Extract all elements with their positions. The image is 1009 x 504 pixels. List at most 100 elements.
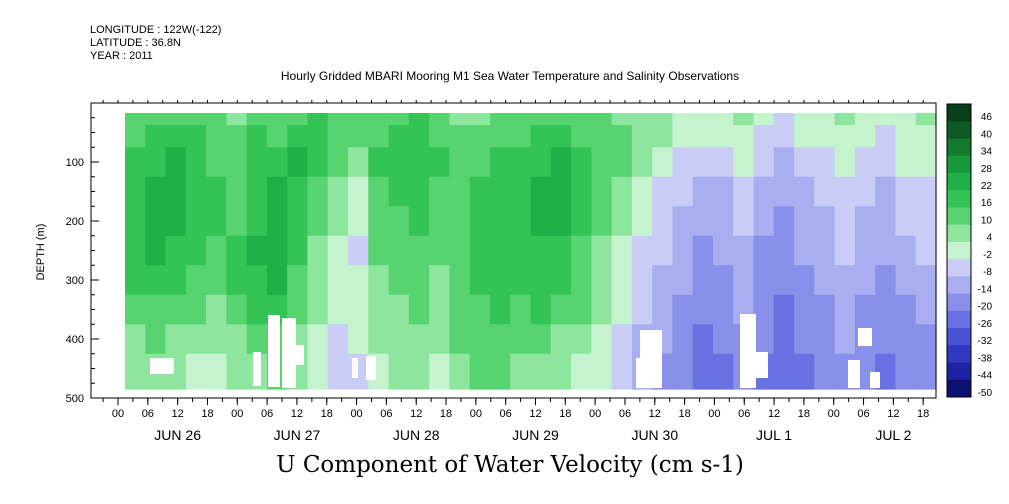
heatmap-cell <box>469 294 491 325</box>
heatmap-cell <box>348 265 369 296</box>
heatmap-cell <box>854 125 876 148</box>
heatmap-cell <box>408 294 430 325</box>
missing-data-patch <box>756 352 768 378</box>
heatmap-cell <box>307 353 329 390</box>
heatmap-cell <box>125 353 146 390</box>
heatmap-cell <box>125 206 146 237</box>
heatmap-cell <box>165 235 187 266</box>
heatmap-cell <box>368 125 390 148</box>
heatmap-cell <box>814 125 836 148</box>
heatmap-cell <box>591 353 613 390</box>
latitude-label: LATITUDE : 36.8N <box>90 37 181 49</box>
heatmap-cell <box>915 235 937 266</box>
heatmap-cell <box>875 147 897 178</box>
heatmap-cell <box>652 176 674 207</box>
heatmap-cell <box>875 235 897 266</box>
colorbar-label: -20 <box>978 302 993 313</box>
heatmap-cell <box>692 125 714 148</box>
heatmap-cell <box>875 294 897 325</box>
heatmap-cell <box>611 265 633 296</box>
heatmap-cell <box>591 265 613 296</box>
heatmap-cell <box>915 324 937 355</box>
heatmap-cell <box>895 113 917 126</box>
heatmap-cell <box>652 147 674 178</box>
heatmap-cell <box>773 265 795 296</box>
heatmap-cell <box>206 147 227 178</box>
colorbar-swatch <box>947 328 971 346</box>
heatmap-cell <box>692 176 714 207</box>
heatmap-cell <box>753 125 775 148</box>
x-tick-label: 00 <box>350 408 362 420</box>
heatmap-cell <box>489 353 511 390</box>
heatmap-cell <box>875 353 897 390</box>
heatmap-cell <box>388 235 410 266</box>
heatmap-cell <box>489 147 511 178</box>
heatmap-cell <box>246 176 268 207</box>
heatmap-cell <box>712 324 734 355</box>
heatmap-cell <box>712 147 734 178</box>
missing-data-patch <box>296 345 304 365</box>
heatmap-cell <box>368 235 390 266</box>
heatmap-cell <box>550 294 572 325</box>
heatmap-cell <box>571 147 592 178</box>
heatmap-cell <box>408 206 430 237</box>
heatmap-cell <box>327 235 349 266</box>
heatmap-cell <box>246 206 268 237</box>
heatmap-cell <box>368 206 390 237</box>
heatmap-cell <box>915 294 937 325</box>
heatmap-cell <box>185 235 207 266</box>
heatmap-cell <box>510 125 532 148</box>
heatmap-cell <box>814 294 836 325</box>
colorbar-swatch <box>947 345 971 363</box>
x-tick-label: 06 <box>380 408 392 420</box>
heatmap-cell <box>875 125 897 148</box>
heatmap-cell <box>773 125 795 148</box>
heatmap-cell <box>510 324 532 355</box>
heatmap-cell <box>287 113 309 126</box>
colorbar-label: -14 <box>978 284 993 295</box>
heatmap-cell <box>206 176 227 207</box>
colorbar-swatch <box>947 259 971 277</box>
heatmap-cell <box>165 324 187 355</box>
heatmap-cell <box>915 125 937 148</box>
y-tick-label: 200 <box>66 216 84 228</box>
heatmap-cell <box>206 125 227 148</box>
heatmap-cell <box>266 113 288 126</box>
heatmap-cell <box>348 125 369 148</box>
heatmap-cell <box>895 235 917 266</box>
colorbar-swatch <box>947 138 971 157</box>
colorbar-swatch <box>947 276 971 294</box>
heatmap-cell <box>631 206 653 237</box>
x-tick-label: 00 <box>708 408 720 420</box>
heatmap-cell <box>773 324 795 355</box>
heatmap-cell <box>611 113 633 126</box>
missing-data-patch <box>282 318 296 388</box>
heatmap-cell <box>834 235 856 266</box>
heatmap-cell <box>672 265 694 296</box>
x-tick-label: 06 <box>738 408 750 420</box>
missing-data-patch <box>150 358 174 374</box>
heatmap-cell <box>571 353 592 390</box>
x-tick-label: 12 <box>887 408 899 420</box>
heatmap-cell <box>388 206 410 237</box>
heatmap-cell <box>712 294 734 325</box>
heatmap-cell <box>571 265 592 296</box>
heatmap-cell <box>611 235 633 266</box>
heatmap-cell <box>307 113 329 126</box>
heatmap-cell <box>814 353 836 390</box>
heatmap-cell <box>429 265 451 296</box>
heatmap-cell <box>712 125 734 148</box>
heatmap-cell <box>408 353 430 390</box>
heatmap-cell <box>226 147 248 178</box>
heatmap-cell <box>794 235 815 266</box>
colorbar-swatch <box>947 241 971 260</box>
heatmap-cell <box>915 113 937 126</box>
heatmap-cell <box>246 125 268 148</box>
x-tick-label: 18 <box>678 408 690 420</box>
heatmap-cell <box>712 176 734 207</box>
heatmap-cell <box>489 265 511 296</box>
heatmap-cell <box>145 113 167 126</box>
heatmap-cell <box>388 113 410 126</box>
axes: 00 06 12 18 00 06 12 18 00 06 12 18 00 06 12 18 00 06 12 18… <box>35 100 929 443</box>
heatmap-cell <box>672 294 694 325</box>
